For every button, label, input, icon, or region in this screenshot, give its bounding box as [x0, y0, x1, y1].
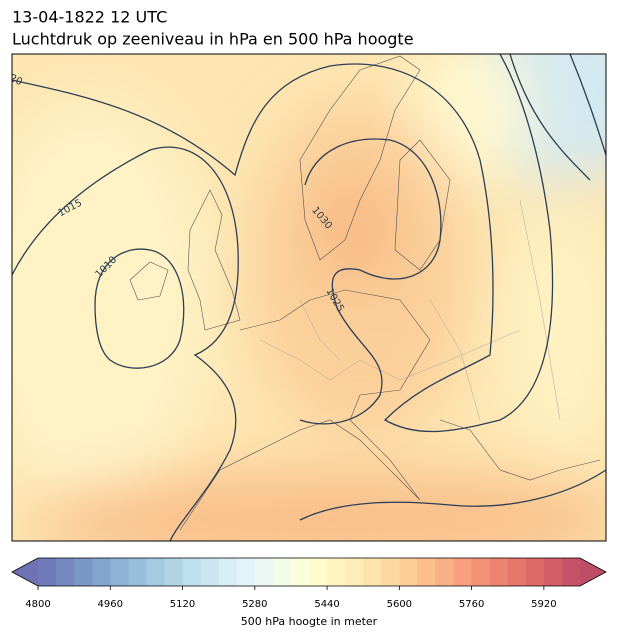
colorbar-band	[453, 558, 473, 586]
contour-label: 20	[8, 73, 24, 88]
colorbar-band	[399, 558, 418, 586]
borders	[259, 199, 561, 421]
colorbar-band	[290, 558, 310, 586]
colorbar-band	[471, 558, 491, 586]
colorbar-band	[38, 558, 57, 586]
colorbar-tick-label: 5440	[314, 599, 339, 610]
colorbar-band	[236, 558, 256, 586]
colorbar-band	[381, 558, 400, 586]
colorbar-tick-label: 5280	[242, 599, 267, 610]
colorbar-tick-label: 5760	[459, 599, 484, 610]
colorbar-tick-label: 5120	[170, 599, 195, 610]
colorbar-tick-label: 4800	[25, 599, 50, 610]
colorbar-band	[164, 558, 184, 586]
colorbar-band	[363, 558, 382, 586]
colorbar-outline	[11, 557, 607, 587]
colorbar-band	[146, 558, 165, 586]
colorbar-band	[254, 558, 274, 586]
colorbar-band	[74, 558, 93, 586]
colorbar-band	[525, 558, 545, 586]
colorbar-band	[56, 558, 75, 586]
colorbar-band	[435, 558, 455, 586]
colorbar-band	[507, 558, 527, 586]
colorbar-band	[561, 558, 581, 586]
colorbar-tick-label: 4960	[98, 599, 123, 610]
map: 20 1015 1010 1030 1025	[8, 54, 606, 541]
colorbar-band	[489, 558, 509, 586]
colorbar-tick-label: 5920	[531, 599, 556, 610]
colorbar-band	[92, 558, 111, 586]
colorbar-band	[417, 558, 436, 586]
colorbar-band	[543, 558, 563, 586]
colorbar-band	[128, 558, 147, 586]
colorbar-band	[110, 558, 129, 586]
colorbar-band	[327, 558, 346, 586]
map-title: Luchtdruk op zeeniveau in hPa en 500 hPa…	[12, 30, 414, 49]
colorbar-band	[272, 558, 292, 586]
colorbar-band	[200, 558, 220, 586]
colorbar-tick-label: 5600	[387, 599, 412, 610]
colorbar-band	[309, 558, 328, 586]
map-date: 13-04-1822 12 UTC	[12, 8, 167, 27]
colorbar-extend-low	[12, 558, 38, 586]
colorbar-extend-high	[580, 558, 606, 586]
colorbar-label: 500 hPa hoogte in meter	[241, 615, 378, 628]
colorbar-band	[218, 558, 238, 586]
isobars	[12, 54, 606, 541]
colorbar-band	[345, 558, 364, 586]
colorbar-band	[182, 558, 202, 586]
map-frame	[11, 53, 607, 542]
colorbar: 4800 4960 5120 5280 5440 5600 5760 5920	[11, 557, 607, 610]
